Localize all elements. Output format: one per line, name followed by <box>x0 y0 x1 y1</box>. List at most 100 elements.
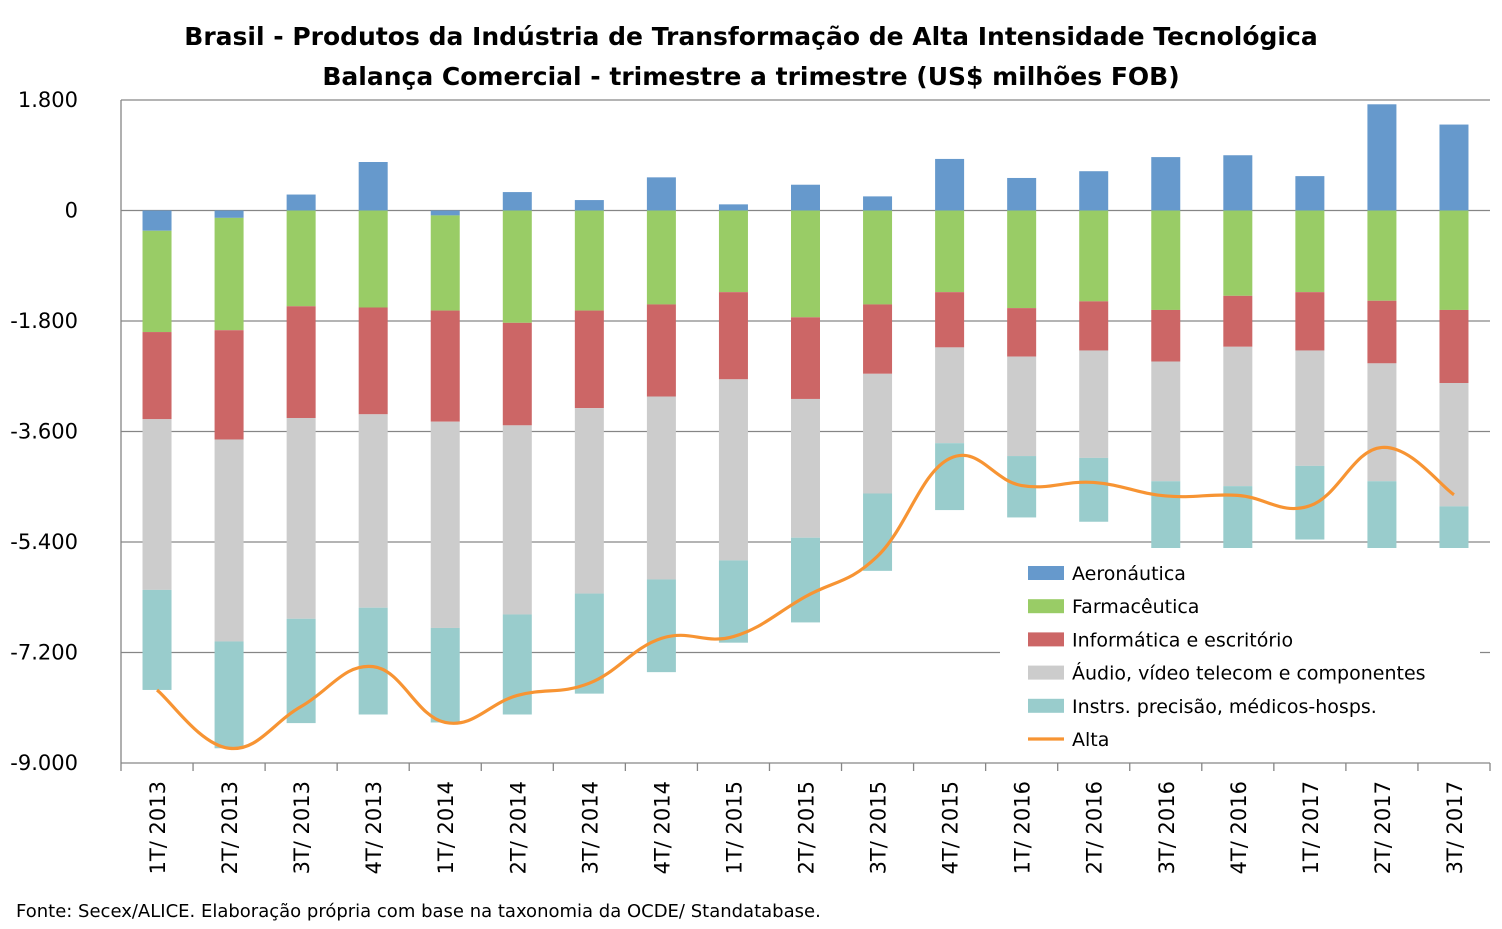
bar-informatica-e-escritorio <box>935 292 965 348</box>
bar-aeronautica <box>646 177 676 211</box>
bar-aeronautica <box>430 210 460 216</box>
bar-informatica-e-escritorio <box>1295 292 1325 351</box>
bar-audio-video-telecom-e-componentes <box>1151 361 1181 482</box>
bar-instrs-precisao-medicos-hosps <box>863 493 893 571</box>
bar-farmaceutica <box>1007 210 1037 309</box>
bar-aeronautica <box>718 204 748 211</box>
bar-aeronautica <box>791 184 820 211</box>
source-note: Fonte: Secex/ALICE. Elaboração própria c… <box>16 901 821 922</box>
bar-aeronautica <box>863 196 893 211</box>
y-tick-label: -9.000 <box>10 751 78 775</box>
bar-informatica-e-escritorio <box>286 306 316 418</box>
legend: Aeronáutica Farmacêutica Informática e esc… <box>1000 548 1480 753</box>
bar-farmaceutica <box>502 210 532 323</box>
y-tick-label: -7.200 <box>10 641 78 665</box>
x-tick-label: 1T/ 2016 <box>1011 781 1035 874</box>
bar-farmaceutica <box>1295 210 1325 293</box>
bar-informatica-e-escritorio <box>502 322 532 426</box>
bar-farmaceutica <box>358 210 388 308</box>
axes <box>120 100 1491 771</box>
legend-swatch <box>1028 698 1064 713</box>
x-tick-label: 4T/ 2013 <box>362 781 386 874</box>
bar-farmaceutica <box>430 215 460 311</box>
legend-swatch <box>1028 566 1064 580</box>
legend-swatch <box>1028 632 1064 647</box>
bar-audio-video-telecom-e-componentes <box>791 398 820 538</box>
bar-informatica-e-escritorio <box>358 307 388 415</box>
bar-instrs-precisao-medicos-hosps <box>1367 481 1397 555</box>
bar-aeronautica <box>1151 157 1181 211</box>
bar-audio-video-telecom-e-componentes <box>935 347 965 444</box>
x-tick-label: 4T/ 2014 <box>650 781 674 874</box>
bar-instrs-precisao-medicos-hosps <box>1295 465 1325 540</box>
bar-farmaceutica <box>286 210 316 307</box>
legend-background <box>1000 548 1480 753</box>
bar-instrs-precisao-medicos-hosps <box>430 627 460 723</box>
legend-label: Aeronáutica <box>1072 563 1186 585</box>
x-tick-label: 2T/ 2015 <box>795 781 819 874</box>
y-tick-label: -5.400 <box>10 530 78 554</box>
x-tick-label: 3T/ 2017 <box>1443 781 1467 874</box>
y-tick-label: 1.800 <box>18 88 78 112</box>
legend-label: Instrs. precisão, médicos-hosps. <box>1072 696 1377 718</box>
bar-farmaceutica <box>142 230 172 333</box>
bar-informatica-e-escritorio <box>214 330 244 440</box>
bar-audio-video-telecom-e-componentes <box>502 425 532 615</box>
bar-aeronautica <box>1367 104 1397 211</box>
bar-instrs-precisao-medicos-hosps <box>142 589 172 690</box>
x-tick-label: 1T/ 2017 <box>1299 781 1323 874</box>
bar-informatica-e-escritorio <box>1439 309 1469 384</box>
bar-instrs-precisao-medicos-hosps <box>1439 506 1469 557</box>
bar-audio-video-telecom-e-componentes <box>646 396 676 580</box>
bar-audio-video-telecom-e-componentes <box>214 439 244 642</box>
bar-informatica-e-escritorio <box>1151 309 1181 362</box>
x-tick-label: 1T/ 2013 <box>146 781 170 874</box>
bar-informatica-e-escritorio <box>142 332 172 420</box>
bar-informatica-e-escritorio <box>1367 300 1397 364</box>
bar-farmaceutica <box>935 210 965 293</box>
line-series <box>155 445 1455 750</box>
bar-aeronautica <box>574 200 604 211</box>
x-tick-label: 4T/ 2016 <box>1227 781 1251 874</box>
bar-instrs-precisao-medicos-hosps <box>935 443 965 511</box>
bar-farmaceutica <box>1223 210 1253 296</box>
bar-aeronautica <box>1223 155 1253 211</box>
bar-audio-video-telecom-e-componentes <box>1295 350 1325 466</box>
bar-informatica-e-escritorio <box>863 304 893 374</box>
bar-aeronautica <box>286 194 316 211</box>
x-tick-label: 2T/ 2014 <box>506 781 530 874</box>
bar-audio-video-telecom-e-componentes <box>142 419 172 590</box>
bar-audio-video-telecom-e-componentes <box>430 421 460 628</box>
chart-title: Brasil - Produtos da Indústria de Transf… <box>184 22 1318 51</box>
bar-informatica-e-escritorio <box>1079 301 1109 351</box>
y-tick-label: 0 <box>65 199 78 223</box>
bar-audio-video-telecom-e-componentes <box>1079 350 1109 458</box>
bar-aeronautica <box>142 210 172 231</box>
x-tick-label: 3T/ 2015 <box>867 781 891 874</box>
bar-aeronautica <box>358 162 388 211</box>
bar-farmaceutica <box>1367 210 1397 301</box>
bar-informatica-e-escritorio <box>718 292 748 380</box>
x-tick-label: 2T/ 2016 <box>1083 781 1107 874</box>
bar-audio-video-telecom-e-componentes <box>286 417 316 619</box>
bar-informatica-e-escritorio <box>430 310 460 422</box>
bar-farmaceutica <box>791 210 820 318</box>
bar-aeronautica <box>214 210 244 218</box>
bar-aeronautica <box>1439 124 1469 211</box>
bar-instrs-precisao-medicos-hosps <box>214 641 244 749</box>
bar-aeronautica <box>1295 176 1325 211</box>
bar-audio-video-telecom-e-componentes <box>718 379 748 561</box>
legend-label: Alta <box>1072 729 1109 751</box>
x-tick-label: 3T/ 2014 <box>578 781 602 874</box>
bar-informatica-e-escritorio <box>791 317 820 399</box>
y-tick-label: -1.800 <box>10 309 78 333</box>
x-axis-labels: 1T/ 2013 2T/ 2013 3T/ 2013 4T/ 2013 1T/ 2014… <box>146 781 1467 874</box>
bars <box>142 104 1469 749</box>
bar-audio-video-telecom-e-componentes <box>1223 346 1253 487</box>
bar-aeronautica <box>502 192 532 211</box>
line-alta <box>155 445 1455 750</box>
bar-informatica-e-escritorio <box>1007 308 1037 357</box>
bar-informatica-e-escritorio <box>1223 295 1253 347</box>
bar-instrs-precisao-medicos-hosps <box>1079 457 1109 522</box>
chart-subtitle: Balança Comercial - trimestre a trimestr… <box>322 62 1180 91</box>
